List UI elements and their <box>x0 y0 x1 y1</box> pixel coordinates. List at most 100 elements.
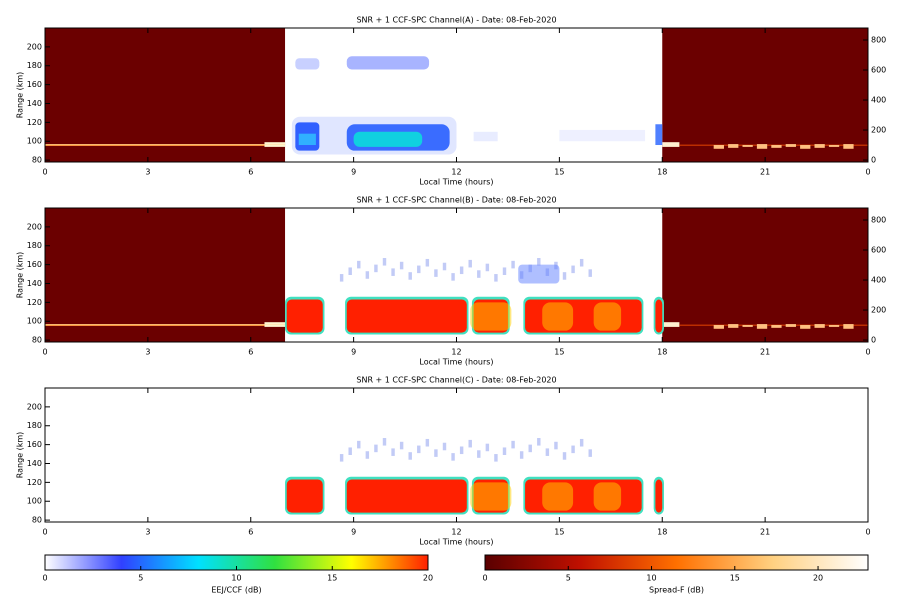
speck <box>339 454 344 462</box>
echo <box>559 129 646 142</box>
speck <box>562 272 567 280</box>
y-tick-label: 120 <box>27 118 42 127</box>
colorbar-tick-label: 15 <box>327 574 337 583</box>
echo-streak <box>800 145 811 149</box>
panel-title: SNR + 1 CCF-SPC Channel(C) - Date: 08-Fe… <box>356 376 556 385</box>
echo-streak <box>728 144 739 148</box>
echo-stripe <box>45 324 286 326</box>
echo-streak <box>728 324 739 328</box>
y-tick-label: 200 <box>27 222 42 231</box>
echo-ring <box>470 302 512 331</box>
y2-tick-label: 800 <box>871 36 886 45</box>
speck <box>357 440 361 449</box>
echo-streak <box>785 144 796 147</box>
speck <box>545 448 550 456</box>
x-axis-label: Local Time (hours) <box>419 538 493 547</box>
colorbar-tick-label: 10 <box>646 574 656 583</box>
x-axis-label: Local Time (hours) <box>419 178 493 187</box>
echo-streak <box>828 325 840 327</box>
echo <box>295 58 320 70</box>
speck <box>459 266 464 275</box>
speck <box>579 258 584 267</box>
y2-tick-label: 400 <box>871 276 886 285</box>
speck <box>365 271 370 279</box>
colorbar-tick-label: 20 <box>423 574 433 583</box>
echo-core <box>286 299 323 333</box>
y2-tick-label: 200 <box>871 126 886 135</box>
speck <box>562 452 567 460</box>
night-block <box>662 208 868 342</box>
echo-stripe <box>45 144 286 146</box>
speck <box>511 440 515 449</box>
y-tick-label: 120 <box>27 298 42 307</box>
y2-tick-label: 600 <box>871 246 886 255</box>
speck <box>442 442 447 451</box>
speck <box>579 438 584 447</box>
heatmap <box>285 438 664 515</box>
speck <box>519 451 524 459</box>
speck <box>391 268 395 276</box>
echo-ring <box>470 482 512 511</box>
echo-ring <box>593 302 622 331</box>
x-tick-label: 3 <box>145 528 150 537</box>
colorbar-label: EEJ/CCF (dB) <box>211 586 261 595</box>
night-block <box>45 28 286 162</box>
echo <box>518 264 560 284</box>
colorbar-tick-label: 10 <box>231 574 241 583</box>
speck <box>468 439 472 448</box>
y-tick-label: 140 <box>27 99 42 108</box>
colorbar-tick-label: 5 <box>566 574 571 583</box>
y2-tick-label: 600 <box>871 66 886 75</box>
echo-streak <box>771 145 782 148</box>
speck <box>357 260 361 269</box>
x-tick-label: 6 <box>248 348 253 357</box>
panel-title: SNR + 1 CCF-SPC Channel(A) - Date: 08-Fe… <box>356 16 556 25</box>
speck <box>451 453 455 461</box>
echo-streak <box>814 324 825 328</box>
speck <box>382 258 387 266</box>
x-axis-label: Local Time (hours) <box>419 358 493 367</box>
x-tick-label: 9 <box>351 168 356 177</box>
x-tick-label: 21 <box>760 348 770 357</box>
speck <box>399 441 404 450</box>
x-tick-label: 21 <box>760 168 770 177</box>
y-tick-label: 180 <box>27 241 42 250</box>
x-tick-label: 9 <box>351 528 356 537</box>
x-tick-label: 0 <box>42 348 47 357</box>
x-tick-label: 0 <box>865 348 870 357</box>
y-tick-label: 120 <box>27 478 42 487</box>
speck <box>459 446 464 455</box>
speck <box>502 447 507 455</box>
speck <box>374 444 378 453</box>
y-tick-label: 80 <box>32 516 42 525</box>
echo-core <box>346 479 467 513</box>
speck <box>408 452 412 460</box>
speck <box>502 267 507 275</box>
x-tick-label: 15 <box>554 528 564 537</box>
y-tick-label: 100 <box>27 137 42 146</box>
y-tick-label: 100 <box>27 497 42 506</box>
y-tick-label: 100 <box>27 317 42 326</box>
speck <box>348 267 352 275</box>
night-block <box>45 208 286 342</box>
echo-core <box>655 479 663 513</box>
echo <box>473 131 498 142</box>
colorbar-tick-label: 20 <box>813 574 823 583</box>
echo <box>346 56 430 70</box>
speck <box>365 451 370 459</box>
x-tick-label: 0 <box>42 528 47 537</box>
colorbar-tick-label: 15 <box>730 574 740 583</box>
echo-stripe <box>662 322 680 327</box>
colorbar-tick-label: 0 <box>42 574 47 583</box>
y-tick-label: 180 <box>27 421 42 430</box>
x-tick-label: 6 <box>248 528 253 537</box>
colorbar <box>484 554 869 571</box>
y2-tick-label: 400 <box>871 96 886 105</box>
speck <box>417 265 421 274</box>
echo-ring <box>542 482 574 511</box>
echo-core <box>346 299 467 333</box>
heatmap <box>45 208 868 342</box>
echo <box>298 133 316 146</box>
speck <box>571 445 575 454</box>
